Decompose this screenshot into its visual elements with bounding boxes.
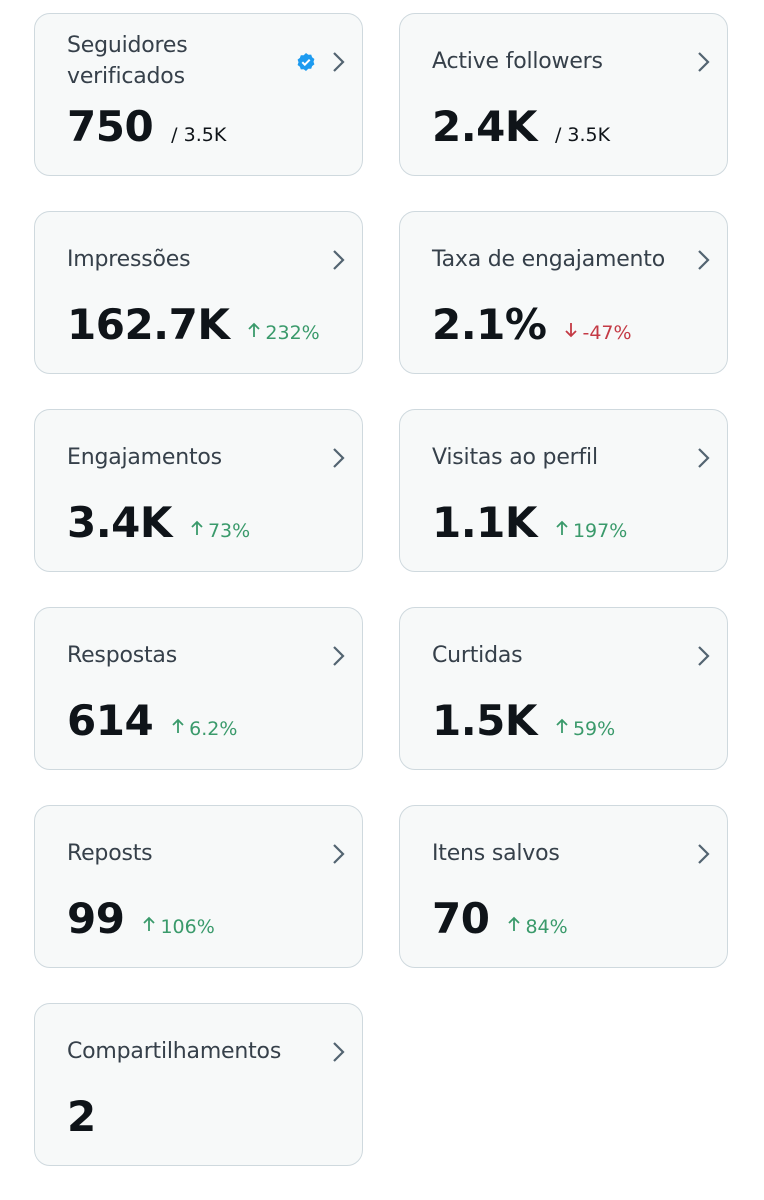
- metric-row: 2.4K / 3.5K: [432, 102, 610, 151]
- metric-header: Curtidas: [432, 632, 668, 678]
- chevron-icon: [330, 248, 346, 276]
- metric-card[interactable]: Respostas 614 6.2%: [34, 607, 363, 770]
- trend-arrow: [142, 916, 156, 938]
- metric-total: / 3.5K: [554, 124, 611, 146]
- chevron-icon: [330, 50, 346, 78]
- chevron-icon: [330, 842, 346, 870]
- change-text: 232%: [265, 322, 320, 344]
- chevron-icon: [695, 50, 711, 78]
- metric-card[interactable]: Reposts 99 106%: [34, 805, 363, 968]
- change-text: 84%: [525, 916, 568, 938]
- metric-label: Compartilhamentos: [67, 1038, 282, 1064]
- change-text: 59%: [572, 718, 616, 740]
- trend-arrow: [247, 322, 261, 344]
- metric-value: 99: [67, 894, 125, 943]
- metric-card[interactable]: Impressões 162.7K 232%: [34, 211, 363, 374]
- change-text: 73%: [207, 520, 251, 542]
- metric-row: 3.4K 73%: [67, 498, 250, 547]
- chevron-icon: [695, 446, 711, 474]
- metric-card[interactable]: Taxa de engajamento 2.1% -47%: [399, 211, 728, 374]
- metric-value: 1.1K: [432, 498, 537, 547]
- metric-value: 1.5K: [432, 696, 537, 745]
- change-text: 106%: [160, 916, 215, 938]
- metric-value: 3.4K: [67, 498, 172, 547]
- change-text: -47%: [582, 322, 632, 344]
- metric-card[interactable]: Active followers 2.4K / 3.5K: [399, 13, 728, 176]
- chevron-icon: [330, 644, 346, 672]
- chevron-icon: [695, 842, 711, 870]
- metric-change: -47%: [564, 321, 632, 344]
- trend-arrow: [564, 322, 578, 344]
- metric-label: Seguidores verificados: [67, 33, 188, 89]
- metric-header: Engajamentos: [67, 434, 303, 480]
- metric-card[interactable]: Compartilhamentos 2: [34, 1003, 363, 1166]
- trend-arrow: [555, 718, 569, 740]
- metric-row: 99 106%: [67, 894, 215, 943]
- metric-value: 2.1%: [432, 300, 547, 349]
- metric-card[interactable]: Seguidores verificados 750 / 3.5K: [34, 13, 363, 176]
- metric-value: 162.7K: [67, 300, 230, 349]
- metric-row: 70 84%: [432, 894, 568, 943]
- metric-row: 2: [67, 1092, 96, 1141]
- trend-arrow: [171, 718, 185, 740]
- metric-row: 2.1% -47%: [432, 300, 632, 349]
- trend-arrow: [190, 520, 204, 542]
- change-text: 197%: [572, 520, 628, 542]
- trend-arrow: [507, 916, 521, 938]
- change-text: 6.2%: [189, 718, 238, 740]
- metric-value: 70: [432, 894, 490, 943]
- metric-label: Engajamentos: [67, 444, 222, 470]
- chevron-icon: [695, 644, 711, 672]
- metric-header: Active followers: [432, 38, 668, 84]
- chevron-icon: [330, 1040, 346, 1068]
- metric-label: Active followers: [432, 48, 603, 74]
- metric-label: Curtidas: [432, 642, 523, 668]
- metric-card[interactable]: Engajamentos 3.4K 73%: [34, 409, 363, 572]
- metric-change: 6.2%: [171, 717, 237, 740]
- metric-card[interactable]: Visitas ao perfil 1.1K 197%: [399, 409, 728, 572]
- metric-label: Taxa de engajamento: [432, 246, 665, 272]
- metric-change: 84%: [507, 915, 568, 938]
- metric-row: 1.1K 197%: [432, 498, 627, 547]
- metric-header: Impressões: [67, 236, 303, 282]
- metric-row: 162.7K 232%: [67, 300, 320, 349]
- trend-arrow: [555, 520, 569, 542]
- metric-label: Respostas: [67, 642, 177, 668]
- metric-change: 106%: [142, 915, 215, 938]
- metric-change: 59%: [555, 717, 615, 740]
- verified-badge: [296, 52, 316, 76]
- metric-label: Visitas ao perfil: [432, 444, 598, 470]
- metric-header: Visitas ao perfil: [432, 434, 668, 480]
- metric-card[interactable]: Itens salvos 70 84%: [399, 805, 728, 968]
- metric-value: 614: [67, 696, 154, 745]
- metric-change: 197%: [555, 519, 627, 542]
- metric-change: 232%: [247, 321, 320, 344]
- metric-row: 614 6.2%: [67, 696, 237, 745]
- metric-label: Itens salvos: [432, 840, 560, 866]
- metric-header: Taxa de engajamento: [432, 236, 668, 282]
- metric-value: 750: [67, 102, 154, 151]
- metric-label: Impressões: [67, 246, 191, 272]
- metric-total: / 3.5K: [171, 124, 227, 146]
- metric-value: 2: [67, 1092, 96, 1141]
- metric-header: Itens salvos: [432, 830, 668, 876]
- metric-change: 73%: [190, 519, 250, 542]
- metric-header: Reposts: [67, 830, 303, 876]
- metric-row: 1.5K 59%: [432, 696, 615, 745]
- metric-label: Reposts: [67, 840, 153, 866]
- metric-header: Compartilhamentos: [67, 1028, 303, 1074]
- chevron-icon: [330, 446, 346, 474]
- metric-row: 750 / 3.5K: [67, 102, 226, 151]
- metric-value: 2.4K: [432, 102, 537, 151]
- metric-header: Seguidores verificados: [67, 33, 303, 89]
- chevron-icon: [695, 248, 711, 276]
- metric-card[interactable]: Curtidas 1.5K 59%: [399, 607, 728, 770]
- metric-header: Respostas: [67, 632, 303, 678]
